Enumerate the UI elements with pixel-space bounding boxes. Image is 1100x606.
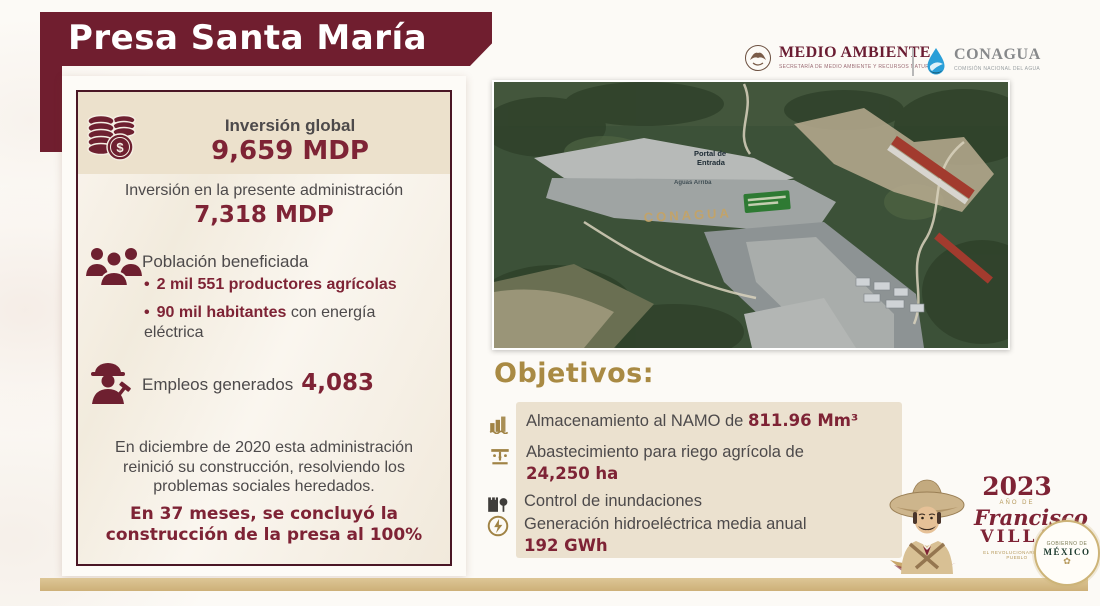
photo-label-portal-2: Entrada: [697, 158, 726, 167]
poblacion-label: Población beneficiada: [142, 252, 309, 271]
conagua-subtitle: COMISIÓN NACIONAL DEL AGUA: [954, 66, 1041, 72]
stats-card: $ Inversión global 9,659 MDP Inversión e…: [62, 76, 466, 576]
objetivo-almacenamiento: Almacenamiento al NAMO de 811.96 Mm³: [488, 410, 858, 434]
villa-portrait-icon: [889, 479, 965, 574]
dam-face-watermark: CONAGUA: [643, 205, 732, 225]
worker-icon: [91, 363, 131, 404]
flood-control-icon: [488, 497, 508, 512]
svg-text:$: $: [116, 140, 124, 155]
villa-name-script: Francisco: [974, 505, 1088, 530]
logo-divider: [912, 48, 914, 76]
banner-tail-decoration: [40, 60, 62, 152]
villa-caption: EL REVOLUCIONARIO DEL PUEBLO: [983, 549, 1051, 560]
conclusion-statement: En 37 meses, se concluyó la construcción…: [105, 504, 423, 545]
conagua-wordmark: CONAGUA: [954, 46, 1041, 63]
objetivo-text: Abastecimiento para riego agrícola de: [526, 443, 804, 461]
conagua-logo: CONAGUA COMISIÓN NACIONAL DEL AGUA: [924, 46, 1041, 76]
irrigation-icon: [491, 449, 509, 465]
objetivo-value: 192 GWh: [524, 536, 608, 556]
objetivo-text: Generación hidroeléctrica media anual: [524, 515, 807, 533]
villa-name-caps: VILLA: [980, 527, 1054, 547]
photo-label-portal-1: Portal de: [694, 149, 726, 158]
objetivo-text: Control de inundaciones: [524, 492, 702, 510]
objetivo-value: 24,250 ha: [526, 464, 619, 484]
seal-ornament-icon: ✿: [1063, 555, 1071, 566]
empleos-row: Empleos generados 4,083: [142, 370, 374, 396]
francisco-villa-emblem: 2023 AÑO DE Francisco VILLA EL REVOLUCIO…: [886, 466, 1088, 582]
dam-aerial-photo: CONAGUA Portal de Entrada Aguas Arriba: [492, 80, 1010, 350]
page-title: Presa Santa María: [68, 18, 428, 58]
inversion-global-label: Inversión global: [224, 116, 356, 135]
inversion-global-value: 9,659 MDP: [211, 136, 369, 166]
objetivo-value: 811.96 Mm³: [747, 411, 859, 430]
gold-footer-bar: [40, 578, 1088, 591]
coins-icon: $: [87, 114, 136, 161]
empleos-label: Empleos generados: [142, 375, 294, 394]
medio-ambiente-subtitle: SECRETARÍA DE MEDIO AMBIENTE Y RECURSOS …: [779, 64, 944, 70]
objetivo-abastecimiento: Abastecimiento para riego agrícola de 24…: [488, 442, 804, 485]
gobierno-de-mexico-seal: GOBIERNO DE MÉXICO ✿: [1034, 520, 1100, 586]
energy-icon: [487, 515, 509, 537]
poblacion-bullet-productores: 2 mil 551 productores agrícolas: [144, 276, 397, 294]
photo-label-upstream: Aguas Arriba: [674, 180, 712, 186]
poblacion-bullet-habitantes: 90 mil habitantes con energía eléctrica: [144, 303, 420, 343]
objetivo-inundaciones: Control de inundaciones: [486, 490, 702, 514]
water-drop-icon: [927, 48, 945, 75]
investment-band: [78, 92, 450, 174]
stats-card-inner: $ Inversión global 9,659 MDP Inversión e…: [76, 90, 452, 566]
eagle-seal-icon: [745, 45, 771, 71]
objetivo-hidroelectrica: Generación hidroeléctrica media anual 19…: [486, 514, 807, 557]
objetivo-text: Almacenamiento al NAMO de: [526, 412, 748, 430]
medio-ambiente-logo: MEDIO AMBIENTE SECRETARÍA DE MEDIO AMBIE…: [744, 44, 943, 74]
construction-note: En diciembre de 2020 esta administración…: [115, 439, 413, 496]
villa-text-block: 2023 AÑO DE Francisco VILLA EL REVOLUCIO…: [974, 472, 1088, 560]
villa-year: 2023: [982, 472, 1052, 501]
inversion-admin-value: 7,318 MDP: [194, 202, 334, 228]
people-icon: [86, 248, 142, 287]
seal-line1: GOBIERNO DE: [1046, 540, 1088, 547]
habitantes-value: 90 mil habitantes: [156, 304, 287, 321]
villa-small-text: AÑO DE: [999, 500, 1035, 506]
medio-ambiente-wordmark: MEDIO AMBIENTE: [779, 44, 931, 61]
habitantes-rest: con energía eléctrica: [144, 304, 376, 341]
inversion-admin-label: Inversión en la presente administración: [124, 182, 404, 199]
dam-storage-icon: [489, 416, 509, 434]
empleos-value: 4,083: [301, 370, 374, 396]
objetivos-heading: Objetivos:: [494, 358, 655, 389]
title-banner: Presa Santa María: [40, 12, 492, 66]
seal-line2: MÉXICO: [1043, 546, 1091, 557]
objetivos-box: [516, 402, 902, 558]
